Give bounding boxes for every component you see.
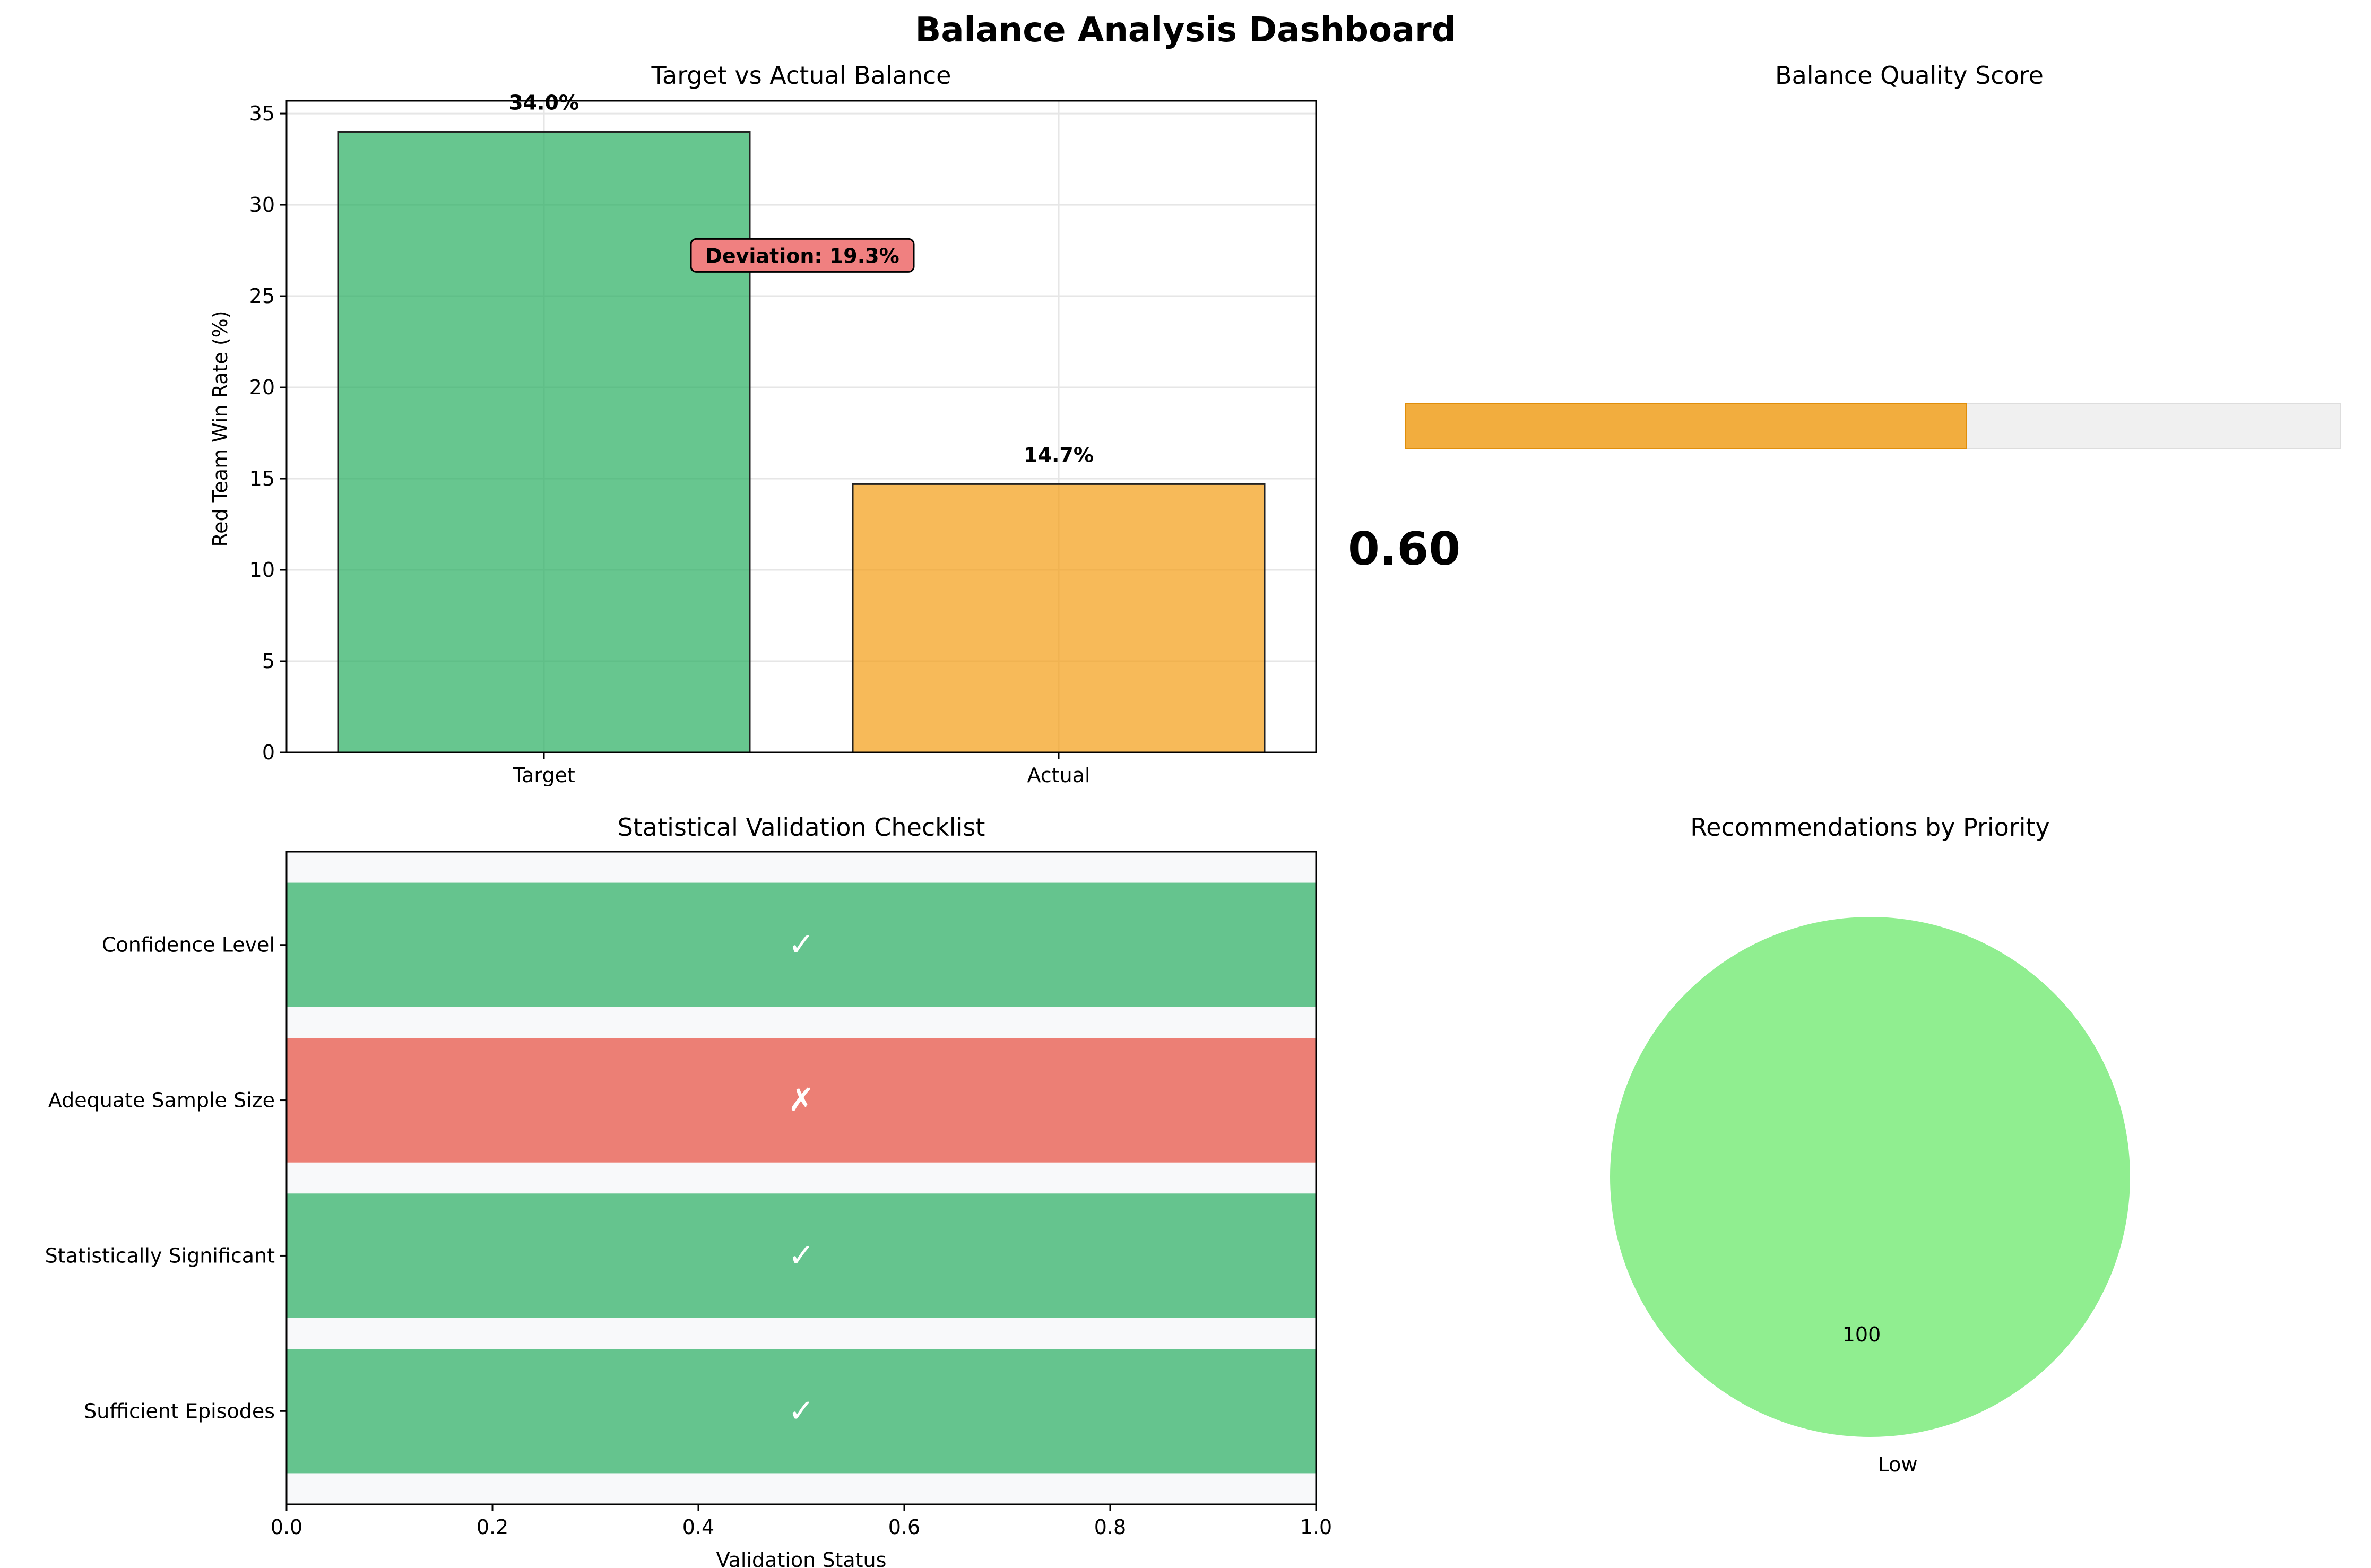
pie-title: Recommendations by Priority <box>1690 813 2050 842</box>
checklist-bar <box>287 1349 1316 1474</box>
check-mark-icon: ✓ <box>788 1392 815 1430</box>
deviation-annotation: Deviation: 19.3% <box>690 238 915 273</box>
quality-fill <box>1405 403 1967 449</box>
checklist-bar <box>287 1038 1316 1163</box>
x-tick-label: 0.2 <box>477 1515 508 1539</box>
y-tick-label: 10 <box>249 558 275 582</box>
y-tick-label: Sufficient Episodes <box>84 1399 275 1423</box>
balance-chart-title: Target vs Actual Balance <box>651 61 951 90</box>
pie-category-label: Low <box>1878 1453 1918 1476</box>
y-tick-label: 25 <box>249 284 275 308</box>
y-tick-label: Statistically Significant <box>45 1244 275 1267</box>
recommendations-pie-chart: Recommendations by Priority 100 Low <box>1610 813 2130 1476</box>
dashboard-title: Balance Analysis Dashboard <box>915 11 1456 50</box>
x-tick-label: 0.4 <box>682 1515 714 1539</box>
y-tick-label: 35 <box>249 102 275 125</box>
y-tick-label: 20 <box>249 376 275 399</box>
y-tick-label: 0 <box>262 741 275 764</box>
x-tick-label: 0.8 <box>1094 1515 1126 1539</box>
y-tick-label: Confidence Level <box>102 933 275 957</box>
x-tick-label: 0.0 <box>271 1515 302 1539</box>
deviation-box <box>690 238 915 273</box>
checklist-bar <box>287 1193 1316 1318</box>
pie-slice-low <box>1610 917 2130 1437</box>
y-tick-label: 30 <box>249 193 275 216</box>
cross-mark-icon: ✗ <box>788 1082 815 1119</box>
check-mark-icon: ✓ <box>788 926 815 964</box>
y-tick-label: 5 <box>262 649 275 673</box>
y-tick-label: Adequate Sample Size <box>48 1089 275 1112</box>
x-tick-label: Actual <box>1027 764 1090 787</box>
x-tick-label: Target <box>512 764 575 787</box>
y-tick-label: 15 <box>249 467 275 490</box>
checklist-bar <box>287 882 1316 1007</box>
pie-value-label: 100 <box>1842 1323 1881 1346</box>
quality-score-title: Balance Quality Score <box>1775 61 2044 90</box>
checklist-x-axis-label: Validation Status <box>716 1548 887 1568</box>
quality-score-value: 0.60 <box>1348 523 1460 576</box>
checklist-title: Statistical Validation Checklist <box>618 813 985 842</box>
bar-target <box>337 131 751 753</box>
balance-y-axis-label: Red Team Win Rate (%) <box>209 310 232 547</box>
plot-frame <box>285 100 1317 753</box>
check-mark-icon: ✓ <box>788 1237 815 1274</box>
x-tick-label: 1.0 <box>1300 1515 1332 1539</box>
x-tick-label: 0.6 <box>888 1515 920 1539</box>
balance-bar-chart: Target vs Actual Balance Red Team Win Ra… <box>209 61 1317 787</box>
deviation-text: Deviation: 19.3% <box>705 244 899 267</box>
validation-checklist-chart: Statistical Validation Checklist Validat… <box>45 813 1332 1568</box>
quality-score-panel: Balance Quality Score 0.60 <box>1348 61 2341 576</box>
plot-frame <box>285 851 1317 1505</box>
bar-value-label: 14.7% <box>1024 443 1094 466</box>
bar-value-label: 34.0% <box>509 91 579 114</box>
bar-actual <box>852 483 1266 753</box>
